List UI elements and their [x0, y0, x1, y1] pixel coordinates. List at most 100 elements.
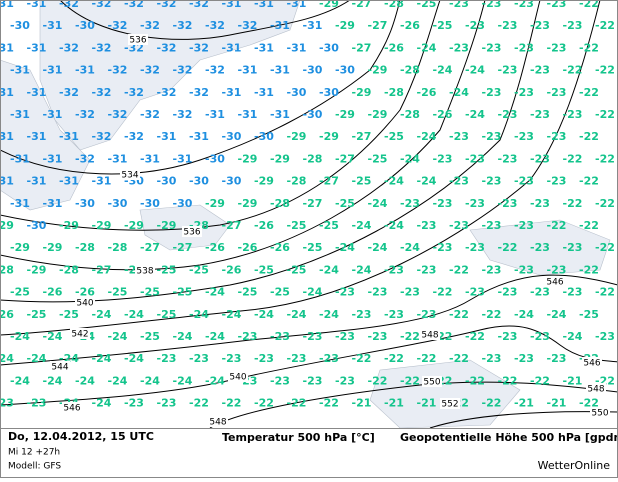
temperature-label: -31	[108, 152, 128, 165]
temperature-label: -24	[335, 241, 355, 254]
temperature-label: -32	[124, 0, 144, 10]
temperature-label: -32	[108, 108, 128, 121]
temperature-label: -22	[222, 397, 242, 410]
temperature-label: -32	[59, 0, 79, 10]
temperature-label: -24	[27, 352, 47, 365]
temperature-label: -30	[173, 197, 193, 210]
temperature-label: -22	[498, 241, 518, 254]
temperature-label: -23	[384, 308, 404, 321]
temperature-label: -24	[417, 41, 437, 54]
temperature-label: -23	[238, 330, 258, 343]
height-label: 546	[546, 278, 563, 288]
height-label-bg	[582, 357, 602, 368]
temperature-label: -23	[433, 197, 453, 210]
temperature-label: -23	[563, 241, 583, 254]
height-label: 544	[51, 363, 68, 373]
temperature-label: -24	[352, 263, 372, 276]
contour	[0, 0, 401, 175]
temperature-label: -22	[579, 86, 599, 99]
temperature-label: -31	[10, 152, 30, 165]
contour	[0, 0, 601, 336]
temperature-label: -22	[449, 263, 469, 276]
temperature-label: -26	[222, 263, 242, 276]
temperature-label: -31	[10, 197, 30, 210]
temperature-label: -28	[400, 108, 420, 121]
temperature-label: -23	[287, 352, 307, 365]
temperature-label: -24	[108, 330, 128, 343]
temperature-label: -23	[530, 108, 550, 121]
temperature-label: -32	[173, 64, 193, 77]
temperature-label: -23	[417, 308, 437, 321]
temperature-label: -28	[384, 0, 404, 10]
temperature-label: -26	[43, 286, 63, 299]
temperature-label: -22	[595, 64, 615, 77]
temperature-label: -23	[514, 352, 534, 365]
temperature-label: -29	[335, 108, 355, 121]
temperature-label: -25	[417, 0, 437, 10]
temperature-label: -24	[319, 263, 339, 276]
contour	[209, 381, 618, 429]
temperature-label: -24	[205, 374, 225, 387]
temperature-label: -25	[10, 286, 30, 299]
temperature-label: -28	[75, 241, 95, 254]
temperature-label: -23	[384, 263, 404, 276]
temperature-label: -31	[303, 19, 323, 32]
temperature-label: -25	[59, 308, 79, 321]
temperature-label: -23	[417, 219, 437, 232]
temperature-label: -28	[108, 241, 128, 254]
temperature-label: -23	[482, 219, 502, 232]
temperature-label: -25	[368, 152, 388, 165]
land	[0, 0, 611, 429]
height-label-bg	[182, 226, 202, 237]
temperature-label: -23	[352, 308, 372, 321]
temperature-label: -31	[222, 0, 242, 10]
temperature-label: -32	[173, 19, 193, 32]
temperature-label: -24	[417, 175, 437, 188]
height-label: 546	[63, 404, 80, 414]
height-label-bg	[545, 276, 565, 287]
temperature-label: -31	[270, 108, 290, 121]
temperature-label: -24	[10, 330, 30, 343]
temperature-label: -31	[59, 130, 79, 143]
temperature-label: -21	[547, 397, 567, 410]
temperature-label: -29	[0, 219, 14, 232]
temperature-label: -24	[43, 330, 63, 343]
temperature-label: -24	[384, 175, 404, 188]
temperature-title: Temperatur 500 hPa [°C]	[222, 431, 375, 444]
temperature-label: -24	[303, 286, 323, 299]
temperature-label: -31	[222, 86, 242, 99]
temperature-label: -26	[0, 308, 14, 321]
temperature-label: -26	[384, 41, 404, 54]
temperature-label: -24	[92, 397, 112, 410]
temperature-label: -23	[498, 19, 518, 32]
temperature-label: -31	[205, 108, 225, 121]
temperature-label: -24	[368, 197, 388, 210]
temperature-label: -32	[92, 41, 112, 54]
temperature-label: -32	[75, 152, 95, 165]
temperature-label: -29	[368, 64, 388, 77]
temperature-label: -24	[400, 152, 420, 165]
temperature-label: -29	[92, 219, 112, 232]
height-label-bg	[50, 361, 70, 372]
temperature-label: -25	[254, 263, 274, 276]
temperature-label: -29	[238, 152, 258, 165]
temperature-label: -27	[335, 152, 355, 165]
temperature-label: -25	[303, 241, 323, 254]
temperature-label: -23	[498, 64, 518, 77]
temperature-label: -25	[108, 286, 128, 299]
temperature-label: -22	[449, 308, 469, 321]
temperature-label: -23	[530, 197, 550, 210]
temperature-label: -30	[319, 86, 339, 99]
temperature-label: -23	[465, 286, 485, 299]
temperature-label: -22	[595, 197, 615, 210]
temperature-label: -24	[417, 130, 437, 143]
temperature-label: -31	[10, 108, 30, 121]
temperature-label: -31	[0, 41, 14, 54]
temperature-label: -24	[0, 352, 14, 365]
temperature-label: -23	[270, 374, 290, 387]
temperature-label: -22	[482, 308, 502, 321]
temperature-label: -27	[92, 263, 112, 276]
temperature-label: -26	[205, 241, 225, 254]
height-label: 536	[129, 36, 146, 46]
